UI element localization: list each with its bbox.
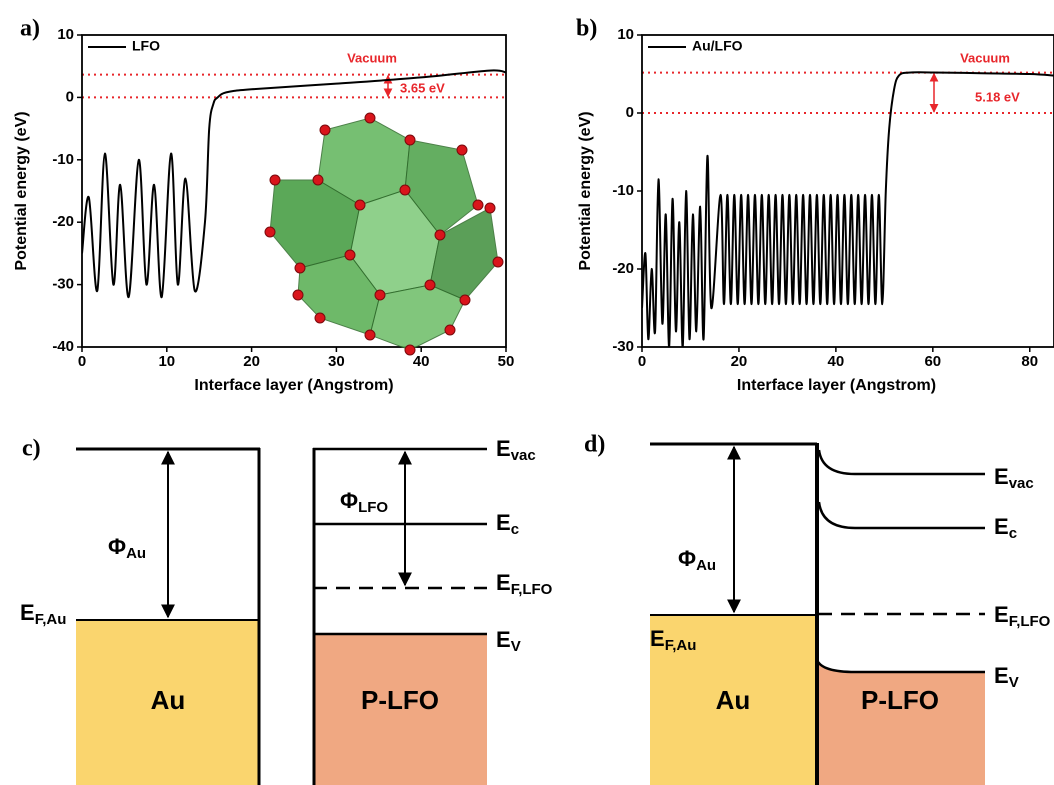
y-axis-title: Potential energy (eV) [577, 111, 594, 270]
semiconductor-name: P-LFO [361, 685, 439, 715]
semiconductor-block [817, 660, 985, 785]
panel-label: d) [584, 432, 605, 458]
subscript: Au [126, 545, 146, 562]
y-tick-label: -10 [52, 151, 74, 168]
fermi-label: EF,Au [20, 600, 66, 628]
annotation: 3.65 eV [400, 80, 445, 95]
x-tick-label: 30 [328, 353, 345, 370]
page: {"chart_data": [ {"type": "line", "panel… [0, 0, 1054, 785]
subscript: F,LFO [511, 581, 553, 598]
y-tick-label: -40 [52, 338, 74, 355]
symbol: Φ [678, 546, 696, 571]
symbol: E [496, 436, 511, 461]
subscript: F,Au [35, 611, 67, 628]
work-function-label: ΦAu [108, 534, 146, 562]
diagram-c: c) ΦAu EF,Au Au ΦLFO Evac Ec EF,LFO EV P… [20, 436, 553, 785]
subscript: LFO [358, 499, 388, 516]
subscript: vac [511, 447, 536, 464]
y-tick-label: 0 [66, 88, 74, 105]
subscript: vac [1009, 475, 1034, 492]
x-tick-label: 0 [78, 353, 86, 370]
diagram-d: d) ΦAu EF,Au Au Evac Ec EF,LFO EV P-LFO [584, 432, 1051, 785]
x-tick-label: 80 [1021, 353, 1038, 370]
level-label: EV [994, 663, 1019, 691]
subscript: F,LFO [1009, 613, 1051, 630]
metal-name: Au [151, 685, 186, 715]
valence-line [817, 660, 985, 672]
symbol: E [994, 514, 1009, 539]
y-tick-label: -30 [612, 338, 634, 355]
x-tick-label: 0 [638, 353, 646, 370]
subscript: F,Au [665, 637, 697, 654]
y-tick-label: -10 [612, 182, 634, 199]
y-tick-label: 10 [617, 26, 634, 43]
x-axis-title: Interface layer (Angstrom) [194, 377, 393, 394]
symbol: E [994, 663, 1009, 688]
y-axis-title: Potential energy (eV) [13, 111, 30, 270]
x-axis-title: Interface layer (Angstrom) [737, 377, 936, 394]
vacuum-line [819, 450, 985, 474]
x-tick-label: 50 [498, 353, 515, 370]
level-label: Ec [496, 510, 519, 538]
x-tick-label: 40 [828, 353, 845, 370]
conduction-line [819, 502, 985, 528]
x-tick-label: 20 [731, 353, 748, 370]
symbol: E [994, 464, 1009, 489]
subscript: c [1009, 525, 1017, 542]
x-tick-label: 60 [924, 353, 941, 370]
work-function-label: ΦAu [678, 546, 716, 574]
symbol: E [20, 600, 35, 625]
x-tick-label: 20 [243, 353, 260, 370]
level-label: EF,LFO [994, 602, 1051, 630]
y-tick-label: -20 [52, 213, 74, 230]
level-label: EV [496, 627, 521, 655]
subscript: Au [696, 557, 716, 574]
metal-name: Au [716, 685, 751, 715]
subscript: V [511, 638, 521, 655]
x-tick-label: 10 [158, 353, 175, 370]
y-tick-label: 0 [626, 104, 634, 121]
panel-label: c) [22, 436, 41, 462]
subscript: c [511, 521, 519, 538]
legend-label: LFO [132, 38, 160, 54]
annotation: Vacuum [960, 50, 1010, 65]
legend-label: Au/LFO [692, 38, 743, 54]
annotation: 5.18 eV [975, 89, 1020, 104]
symbol: E [496, 570, 511, 595]
y-tick-label: -20 [612, 260, 634, 277]
symbol: E [994, 602, 1009, 627]
crystal-inset [265, 113, 503, 355]
figure: b) Potential energy (eV) Interface layer (… [0, 0, 1054, 785]
y-tick-label: 10 [57, 26, 74, 43]
x-tick-label: 40 [413, 353, 430, 370]
symbol: Φ [108, 534, 126, 559]
level-label: Evac [994, 464, 1034, 492]
symbol: E [496, 627, 511, 652]
work-function-label: ΦLFO [340, 488, 388, 516]
y-tick-label: -30 [52, 276, 74, 293]
symbol: Φ [340, 488, 358, 513]
level-label: Evac [496, 436, 536, 464]
symbol: E [496, 510, 511, 535]
panel-label: b) [576, 16, 597, 42]
chart: b) Potential energy (eV) Interface layer (… [576, 16, 1054, 395]
symbol: E [650, 626, 665, 651]
level-label: EF,LFO [496, 570, 553, 598]
semiconductor-name: P-LFO [861, 685, 939, 715]
level-label: Ec [994, 514, 1017, 542]
panel-label: a) [20, 16, 40, 42]
subscript: V [1009, 674, 1019, 691]
annotation: Vacuum [347, 50, 397, 65]
